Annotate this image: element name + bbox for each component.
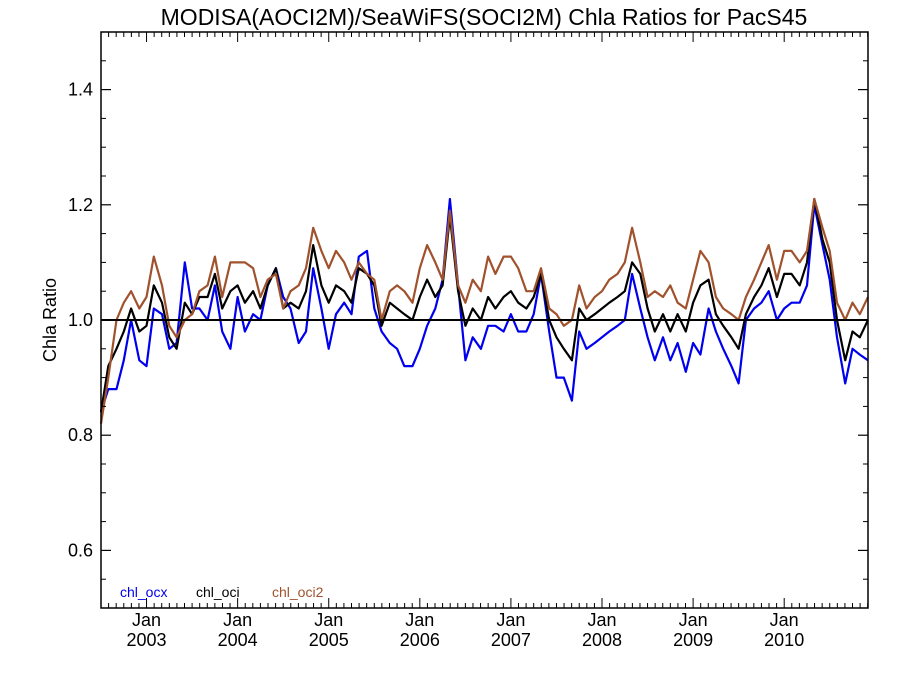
y-tick-label: 1.0 xyxy=(68,310,93,330)
chart-title: MODISA(AOCI2M)/SeaWiFS(SOCI2M) Chla Rati… xyxy=(161,4,808,30)
series-line-chl-oci xyxy=(99,197,869,413)
ticks-layer: 0.60.81.01.21.4Jan2003Jan2004Jan2005Jan2… xyxy=(68,32,869,650)
series-line-chl-oci2 xyxy=(99,197,869,424)
x-tick-month-label: Jan xyxy=(770,610,799,630)
y-tick-label: 0.8 xyxy=(68,425,93,445)
x-tick-year-label: 2007 xyxy=(491,630,531,650)
x-tick-year-label: 2009 xyxy=(673,630,713,650)
x-tick-month-label: Jan xyxy=(496,610,525,630)
series-line-chl-ocx xyxy=(99,197,869,413)
legend-entry-chl-oci2: chl_oci2 xyxy=(272,584,324,600)
x-tick-month-label: Jan xyxy=(132,610,161,630)
x-tick-month-label: Jan xyxy=(314,610,343,630)
series-layer xyxy=(99,197,869,424)
x-tick-year-label: 2010 xyxy=(764,630,804,650)
y-axis-label: Chla Ratio xyxy=(40,278,60,362)
legend-entry-chl-ocx: chl_ocx xyxy=(120,584,167,600)
y-tick-label: 1.2 xyxy=(68,195,93,215)
x-tick-year-label: 2003 xyxy=(127,630,167,650)
legend: chl_ocx chl_oci chl_oci2 xyxy=(120,584,324,600)
x-tick-month-label: Jan xyxy=(223,610,252,630)
x-tick-month-label: Jan xyxy=(405,610,434,630)
x-tick-month-label: Jan xyxy=(679,610,708,630)
y-tick-label: 0.6 xyxy=(68,540,93,560)
x-tick-year-label: 2004 xyxy=(218,630,258,650)
y-tick-label: 1.4 xyxy=(68,80,93,100)
x-tick-year-label: 2008 xyxy=(582,630,622,650)
x-tick-month-label: Jan xyxy=(587,610,616,630)
x-tick-year-label: 2006 xyxy=(400,630,440,650)
x-tick-year-label: 2005 xyxy=(309,630,349,650)
legend-entry-chl-oci: chl_oci xyxy=(196,584,240,600)
